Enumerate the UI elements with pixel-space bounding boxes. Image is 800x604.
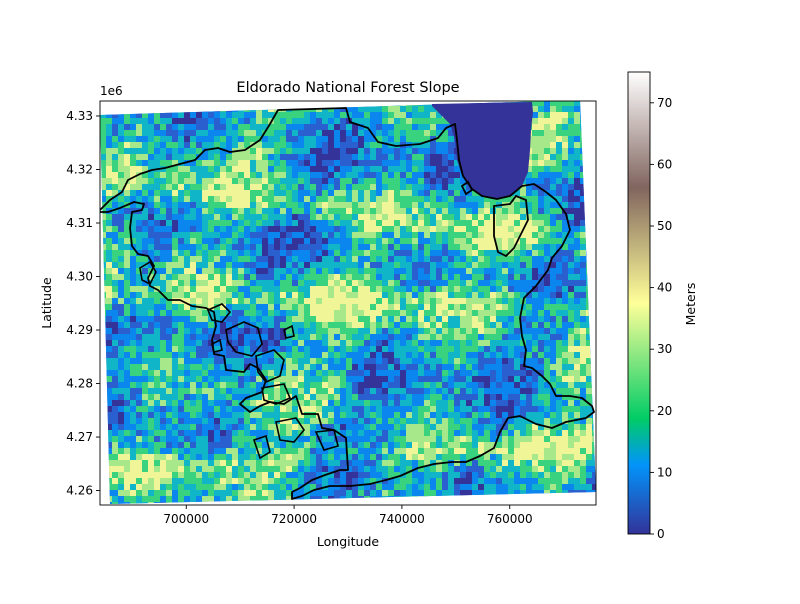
colorbar-tick-label: 30: [657, 342, 672, 356]
colorbar: 0 10 20 30 40 50 60 70 Meters: [628, 72, 698, 541]
y-tick-label: 4.30: [66, 270, 93, 284]
y-tick-label: 4.33: [66, 109, 93, 123]
colorbar-ticks: 0 10 20 30 40 50 60 70: [650, 96, 672, 541]
slope-raster: [100, 100, 598, 508]
y-tick-label: 4.29: [66, 323, 93, 337]
colorbar-tick-label: 40: [657, 281, 672, 295]
x-axis: 700000 720000 740000 760000: [163, 505, 532, 526]
colorbar-tick-label: 50: [657, 219, 672, 233]
y-offset-label: 1e6: [100, 84, 123, 98]
colorbar-label: Meters: [683, 283, 698, 326]
y-tick-label: 4.32: [66, 162, 93, 176]
y-tick-label: 4.31: [66, 216, 93, 230]
x-tick-label: 760000: [487, 512, 533, 526]
x-tick-label: 720000: [271, 512, 317, 526]
colorbar-tick-label: 0: [657, 527, 665, 541]
y-tick-label: 4.28: [66, 377, 93, 391]
y-axis: 4.26 4.27 4.28 4.29 4.30 4.31 4.32 4.33: [66, 109, 100, 498]
x-tick-label: 700000: [163, 512, 209, 526]
colorbar-tick-label: 10: [657, 465, 672, 479]
x-tick-label: 740000: [379, 512, 425, 526]
colorbar-tick-label: 70: [657, 96, 672, 110]
colorbar-tick-label: 60: [657, 157, 672, 171]
colorbar-gradient: [628, 72, 650, 534]
y-axis-label: Latitude: [39, 277, 54, 329]
y-tick-label: 4.26: [66, 484, 93, 498]
y-tick-label: 4.27: [66, 430, 93, 444]
x-axis-label: Longitude: [317, 534, 379, 549]
colorbar-tick-label: 20: [657, 404, 672, 418]
chart-title: Eldorado National Forest Slope: [236, 80, 459, 96]
